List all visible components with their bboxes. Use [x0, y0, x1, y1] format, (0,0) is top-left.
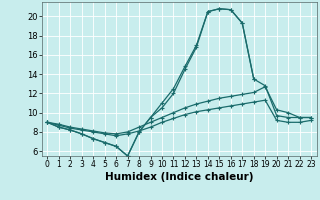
- X-axis label: Humidex (Indice chaleur): Humidex (Indice chaleur): [105, 172, 253, 182]
